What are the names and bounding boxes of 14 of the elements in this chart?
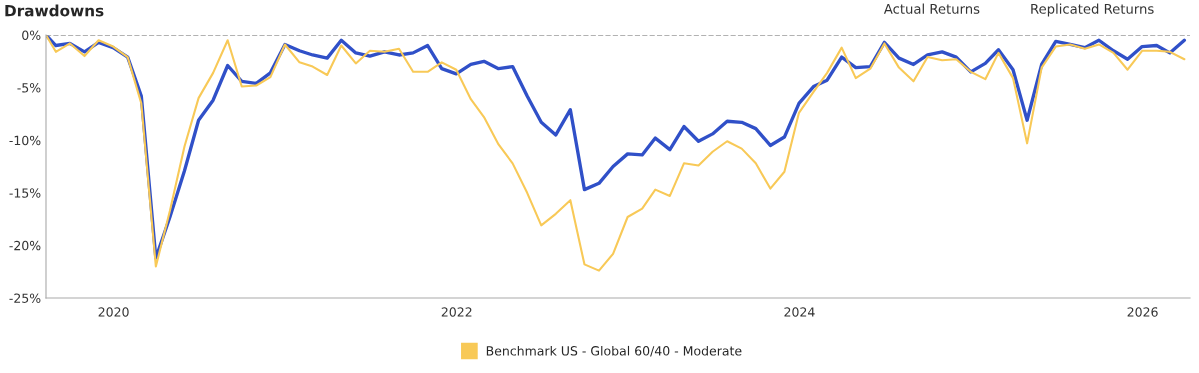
x-tick-label: 2024: [784, 307, 815, 317]
text: Replicated Returns: [1031, 3, 1154, 17]
legend-label: Benchmark US - Global 60/40 - Moderate: [486, 345, 742, 357]
y-tick-label: 0%: [22, 30, 41, 40]
y-tick-label: -25%: [9, 293, 41, 303]
x-tick-label: 2026: [1127, 307, 1158, 317]
chart-title: Drawdowns: [5, 4, 104, 17]
y-tick-label: -15%: [9, 188, 41, 198]
y-tick-label: -20%: [9, 240, 41, 251]
y-tick-label: -10%: [9, 135, 41, 146]
y-tick-label: -5%: [17, 83, 41, 93]
x-tick-label: 2022: [441, 307, 472, 317]
x-tick-label: 2020: [98, 307, 129, 317]
text: Actual Returns: [883, 3, 980, 14]
